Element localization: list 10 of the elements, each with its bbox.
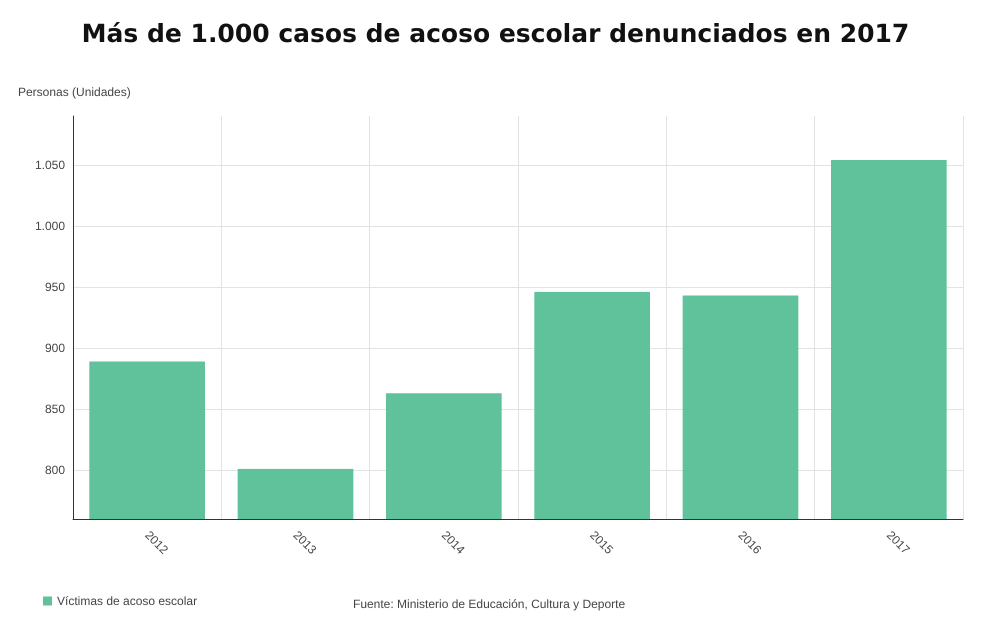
y-tick-label: 850: [44, 402, 66, 416]
y-tick-label: 800: [44, 463, 66, 478]
chart-title: Más de 1.000 casos de acoso escolar denunciados en 2017: [82, 19, 910, 48]
y-tick-label: 900: [44, 341, 66, 356]
y-tick-label: 950: [44, 280, 66, 294]
y-tick-label: 1.000: [34, 218, 66, 233]
legend-label: Víctimas de acoso escolar: [57, 594, 198, 608]
source-note: Fuente: Ministerio de Educación, Cultura y Deporte: [353, 597, 626, 611]
y-axis-title: Personas (Unidades): [18, 85, 131, 99]
y-tick-label: 1.050: [34, 158, 66, 172]
